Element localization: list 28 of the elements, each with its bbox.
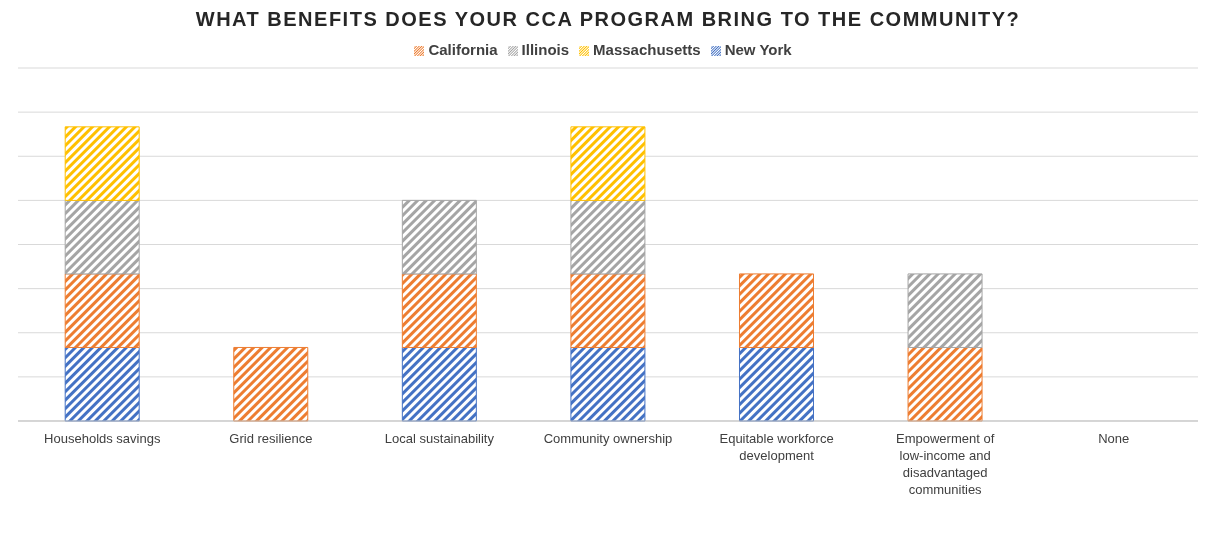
bar [401,346,477,422]
bar [64,199,140,275]
legend-label: Massachusetts [593,41,701,58]
legend-label: California [428,41,498,58]
bar [907,273,983,348]
x-tick-label: Local sustainability [384,431,495,446]
x-tick-label: None [1098,431,1130,446]
bar [401,273,477,348]
chart-title: WHAT BENEFITS DOES YOUR CCA PROGRAM BRING TO THE COMMUNITY? [194,8,1022,31]
x-tick-label: Grid resilience [229,431,313,446]
x-tick-label: Equitable workforce development [719,431,834,463]
bar [738,273,814,348]
bar [233,346,309,422]
bar [64,346,140,422]
bar [570,346,646,422]
bar [64,126,140,201]
legend-label: New York [724,41,792,58]
x-tick-label: Community ownership [543,431,673,446]
x-tick-label: Empowerment of low-income and disadvantaged communities [896,431,995,497]
legend-label: Illinois [521,41,570,58]
bar [570,199,646,275]
x-tick-label: Households savings [44,431,161,446]
bar [64,273,140,348]
bar [570,273,646,348]
bar [401,199,477,275]
bar [570,126,646,201]
bar [907,346,983,422]
bar [738,346,814,422]
